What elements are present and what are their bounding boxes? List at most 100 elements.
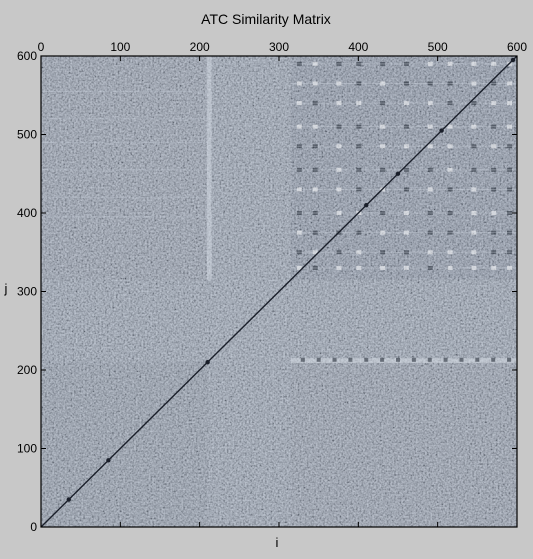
heatmap-cell	[427, 61, 433, 66]
heatmap-cell	[380, 124, 386, 129]
heatmap-cell	[427, 265, 433, 270]
heatmap-cell	[471, 61, 477, 66]
heatmap-cell	[296, 61, 302, 66]
heatmap-cell	[312, 144, 318, 149]
heatmap-cell	[296, 101, 302, 106]
heatmap-cell	[356, 167, 362, 172]
heatmap-cell	[312, 167, 318, 172]
heatmap-cell	[507, 167, 513, 172]
y-tick-label: 200	[17, 363, 37, 377]
heatmap-cell	[380, 250, 386, 255]
heatmap-cell	[447, 124, 453, 129]
heatmap-cell	[491, 230, 497, 235]
heatmap-cell	[491, 187, 497, 192]
heatmap-cell	[300, 357, 305, 362]
heatmap-cell	[447, 81, 453, 86]
heatmap-cell	[471, 101, 477, 106]
heatmap-cell	[427, 250, 433, 255]
heatmap-cell	[507, 101, 513, 106]
heatmap-cell	[507, 230, 513, 235]
x-tick-label: 100	[110, 40, 130, 54]
x-tick-label: 400	[348, 40, 368, 54]
heatmap-cell	[507, 81, 513, 86]
heatmap-cell	[356, 187, 362, 192]
heatmap-cell	[471, 230, 477, 235]
heatmap-cell	[427, 211, 433, 215]
heatmap-cell	[443, 357, 448, 362]
x-axis: 0 100 200 300 400 500 600	[38, 40, 527, 527]
y-tick-label: 600	[17, 49, 37, 63]
heatmap-cell	[471, 250, 477, 255]
heatmap-cell	[332, 357, 337, 362]
heatmap-cell	[396, 357, 400, 362]
heatmap-cell	[356, 144, 362, 149]
heatmap-cell	[491, 167, 497, 172]
heatmap-cell	[427, 101, 433, 106]
heatmap-cell	[491, 124, 497, 129]
heatmap-cell	[312, 230, 318, 235]
heatmap-cell	[491, 144, 497, 149]
heatmap-cell	[447, 211, 453, 215]
heatmap-cell	[403, 144, 409, 149]
heatmap-cell	[491, 250, 497, 255]
y-tick-label: 300	[17, 285, 37, 299]
heatmap-cell	[447, 167, 453, 172]
heatmap-cell	[336, 101, 342, 106]
heatmap-cell	[471, 144, 477, 149]
heatmap-cell	[507, 357, 512, 362]
heatmap-cell	[296, 187, 302, 192]
heatmap-cell	[491, 265, 497, 270]
heatmap-cell	[411, 357, 416, 362]
heatmap-cell	[403, 211, 409, 215]
heatmap-cell	[296, 265, 302, 270]
heatmap-cell	[507, 250, 513, 255]
heatmap-cell	[356, 124, 362, 129]
heatmap-cell	[336, 167, 342, 172]
heatmap-row-band	[290, 358, 517, 363]
heatmap-cell	[427, 144, 433, 149]
x-tick-label: 300	[269, 40, 289, 54]
heatmap-cell	[336, 81, 342, 86]
diagonal-line	[41, 56, 517, 527]
heatmap-cell	[447, 265, 453, 270]
heatmap-cell	[336, 144, 342, 149]
heatmap-cell	[507, 265, 513, 270]
heatmap-cell	[471, 211, 477, 215]
heatmap-cell	[336, 187, 342, 192]
heatmap-cell	[312, 124, 318, 129]
heatmap-cell	[296, 144, 302, 149]
heatmap-cell	[296, 167, 302, 172]
chart-title: ATC Similarity Matrix	[201, 11, 331, 27]
heatmap-cell	[356, 230, 362, 235]
heatmap-cell	[491, 61, 497, 66]
heatmap-cell	[356, 61, 362, 66]
heatmap-cell	[380, 357, 385, 362]
heatmap-cell	[403, 167, 409, 172]
heatmap-cell	[403, 230, 409, 235]
heatmap-cell	[471, 167, 477, 172]
heatmap-cell	[364, 357, 369, 362]
heatmap-cell	[380, 81, 386, 86]
heatmap-cell	[447, 61, 453, 66]
x-tick-label: 200	[190, 40, 210, 54]
heatmap-plot-area	[41, 56, 517, 527]
heatmap-column-stripe	[206, 56, 212, 280]
heatmap-cell	[507, 144, 513, 149]
x-tick-label: 600	[507, 40, 527, 54]
heatmap-cell	[475, 357, 480, 362]
heatmap-cell	[427, 81, 433, 86]
heatmap-cell	[380, 144, 386, 149]
heatmap-cell	[312, 250, 318, 255]
heatmap-cell	[403, 187, 409, 192]
heatmap-cell	[336, 211, 342, 215]
x-tick-label: 500	[428, 40, 448, 54]
heatmap-cell	[447, 230, 453, 235]
heatmap-cell	[296, 250, 302, 255]
heatmap-cell	[356, 265, 362, 270]
heatmap-cell	[380, 230, 386, 235]
heatmap-cell	[471, 81, 477, 86]
heatmap-cell	[296, 81, 302, 86]
heatmap-cell	[312, 81, 318, 86]
heatmap-cell	[296, 211, 302, 215]
heatmap-cell	[336, 61, 342, 66]
